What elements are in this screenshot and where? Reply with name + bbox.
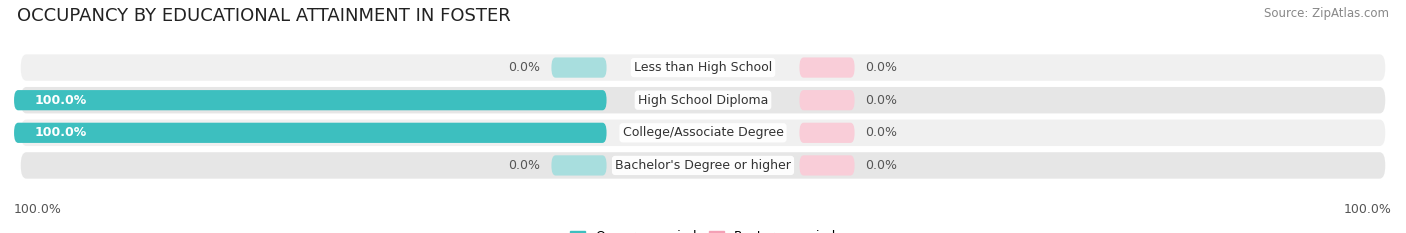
FancyBboxPatch shape: [800, 155, 855, 175]
FancyBboxPatch shape: [800, 58, 855, 78]
Text: 0.0%: 0.0%: [866, 61, 897, 74]
Text: Source: ZipAtlas.com: Source: ZipAtlas.com: [1264, 7, 1389, 20]
Text: High School Diploma: High School Diploma: [638, 94, 768, 107]
Legend: Owner-occupied, Renter-occupied: Owner-occupied, Renter-occupied: [569, 230, 837, 233]
Text: 100.0%: 100.0%: [35, 94, 87, 107]
Text: OCCUPANCY BY EDUCATIONAL ATTAINMENT IN FOSTER: OCCUPANCY BY EDUCATIONAL ATTAINMENT IN F…: [17, 7, 510, 25]
Text: 100.0%: 100.0%: [14, 203, 62, 216]
FancyBboxPatch shape: [14, 90, 606, 110]
FancyBboxPatch shape: [551, 58, 606, 78]
Text: 0.0%: 0.0%: [866, 159, 897, 172]
Text: Bachelor's Degree or higher: Bachelor's Degree or higher: [614, 159, 792, 172]
Text: 0.0%: 0.0%: [866, 126, 897, 139]
FancyBboxPatch shape: [21, 87, 1385, 113]
Text: College/Associate Degree: College/Associate Degree: [623, 126, 783, 139]
Text: Less than High School: Less than High School: [634, 61, 772, 74]
FancyBboxPatch shape: [21, 54, 1385, 81]
Text: 100.0%: 100.0%: [35, 126, 87, 139]
FancyBboxPatch shape: [800, 90, 855, 110]
Text: 100.0%: 100.0%: [1344, 203, 1392, 216]
FancyBboxPatch shape: [21, 152, 1385, 179]
Text: 0.0%: 0.0%: [509, 61, 540, 74]
FancyBboxPatch shape: [21, 120, 1385, 146]
FancyBboxPatch shape: [551, 155, 606, 175]
FancyBboxPatch shape: [800, 123, 855, 143]
FancyBboxPatch shape: [14, 123, 606, 143]
Text: 0.0%: 0.0%: [509, 159, 540, 172]
Text: 0.0%: 0.0%: [866, 94, 897, 107]
